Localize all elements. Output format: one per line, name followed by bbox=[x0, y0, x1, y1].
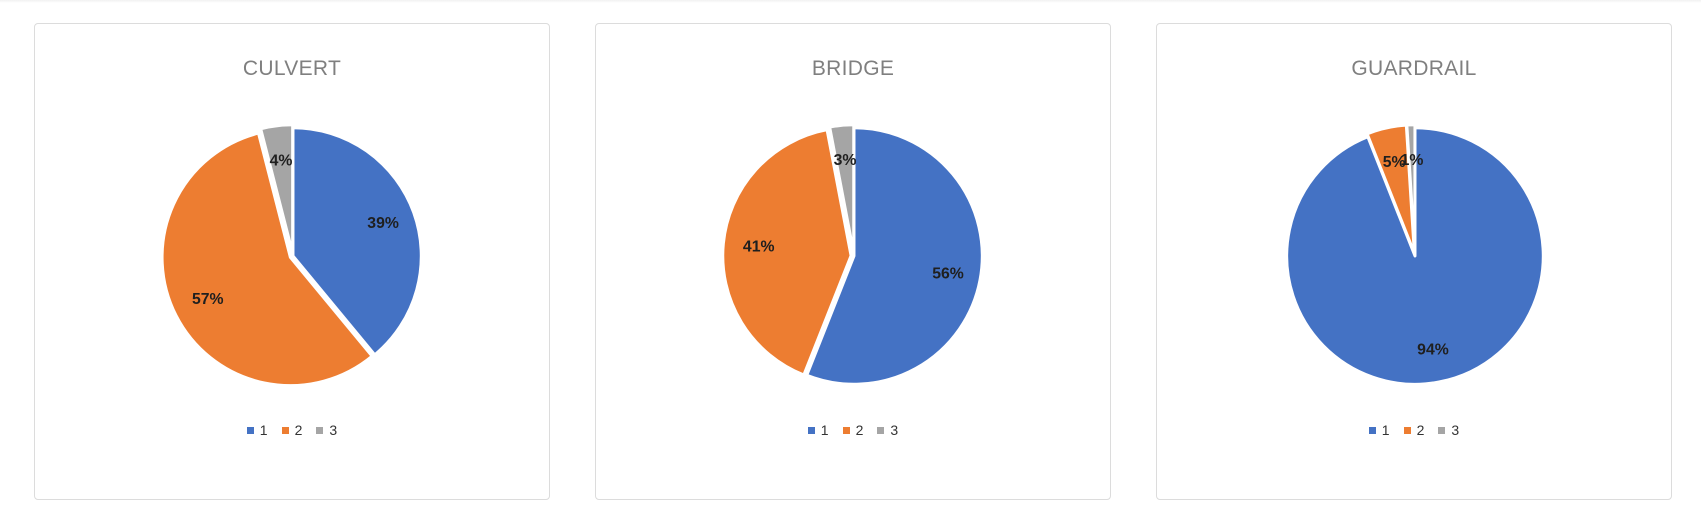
legend-label-3: 3 bbox=[1451, 422, 1460, 438]
pie-chart: 39% 57% 4% bbox=[160, 123, 423, 388]
legend-item-2: 2 bbox=[281, 422, 303, 438]
legend-label-2: 2 bbox=[294, 422, 303, 438]
pie-slice-1 bbox=[805, 126, 984, 386]
chart-title: BRIDGE bbox=[811, 57, 895, 80]
legend-swatch-1 bbox=[246, 426, 254, 434]
pie-slice-1 bbox=[1285, 126, 1545, 386]
legend-label-3: 3 bbox=[329, 422, 338, 438]
legend-item-3: 3 bbox=[1438, 422, 1459, 438]
chart-legend: 1 2 3 bbox=[35, 422, 549, 438]
chart-card-culvert: CULVERT 39% 57% 4% 1 2 3 bbox=[34, 23, 550, 500]
legend-swatch-3 bbox=[877, 426, 885, 434]
pie-chart: 94% 5%1% bbox=[1285, 123, 1545, 386]
chart-card-bridge: BRIDGE 56% 41% 3% 1 2 3 bbox=[595, 23, 1111, 500]
data-label-2: 57% bbox=[192, 291, 224, 308]
legend-swatch-2 bbox=[1403, 426, 1411, 434]
legend-swatch-1 bbox=[1368, 426, 1376, 434]
legend-label-1: 1 bbox=[1381, 422, 1390, 438]
pie-slice-1 bbox=[291, 126, 423, 357]
data-label-1: 56% bbox=[932, 265, 964, 282]
top-divider bbox=[0, 0, 1701, 3]
data-label-3: 1% bbox=[1401, 152, 1424, 169]
legend-label-2: 2 bbox=[1416, 422, 1425, 438]
pie-slice-2 bbox=[721, 128, 853, 377]
pie-chart: 56% 41% 3% bbox=[721, 123, 984, 386]
chart-title: GUARDRAIL bbox=[1351, 57, 1477, 80]
legend-item-1: 1 bbox=[246, 422, 268, 438]
chart-legend: 1 2 3 bbox=[596, 422, 1110, 438]
pie-slice-3 bbox=[259, 123, 295, 255]
legend-swatch-1 bbox=[807, 426, 815, 434]
pie-slice-2 bbox=[160, 131, 374, 388]
data-label-2: 5% bbox=[1383, 154, 1406, 171]
pie-slice-3 bbox=[828, 123, 856, 255]
legend-label-2: 2 bbox=[855, 422, 864, 438]
legend-swatch-3 bbox=[1438, 426, 1446, 434]
chart-title: CULVERT bbox=[242, 57, 342, 80]
data-label-1: 94% bbox=[1417, 342, 1449, 359]
legend-swatch-2 bbox=[281, 426, 289, 434]
legend-item-1: 1 bbox=[807, 422, 829, 438]
data-label-3: 3% bbox=[834, 152, 857, 169]
data-label-3: 4% bbox=[270, 153, 293, 170]
legend-item-2: 2 bbox=[1403, 422, 1425, 438]
chart-card-guardrail: GUARDRAIL 94% 5% 1% 1 2 3 bbox=[1156, 23, 1672, 500]
pie-slice-3 bbox=[1405, 123, 1417, 255]
legend-swatch-2 bbox=[842, 426, 850, 434]
legend-label-1: 1 bbox=[820, 422, 829, 438]
data-label-1: 39% bbox=[367, 215, 399, 232]
legend-item-1: 1 bbox=[1368, 422, 1390, 438]
legend-item-3: 3 bbox=[316, 422, 337, 438]
chart-grid: CULVERT 39% 57% 4% 1 2 3 BRIDGE 56% 41% 3% bbox=[34, 23, 1672, 500]
legend-swatch-3 bbox=[316, 426, 324, 434]
legend-item-2: 2 bbox=[842, 422, 864, 438]
data-label-2: 41% bbox=[743, 239, 775, 256]
legend-label-1: 1 bbox=[259, 422, 268, 438]
legend-label-3: 3 bbox=[890, 422, 899, 438]
legend-item-3: 3 bbox=[877, 422, 898, 438]
chart-legend: 1 2 3 bbox=[1157, 422, 1671, 438]
